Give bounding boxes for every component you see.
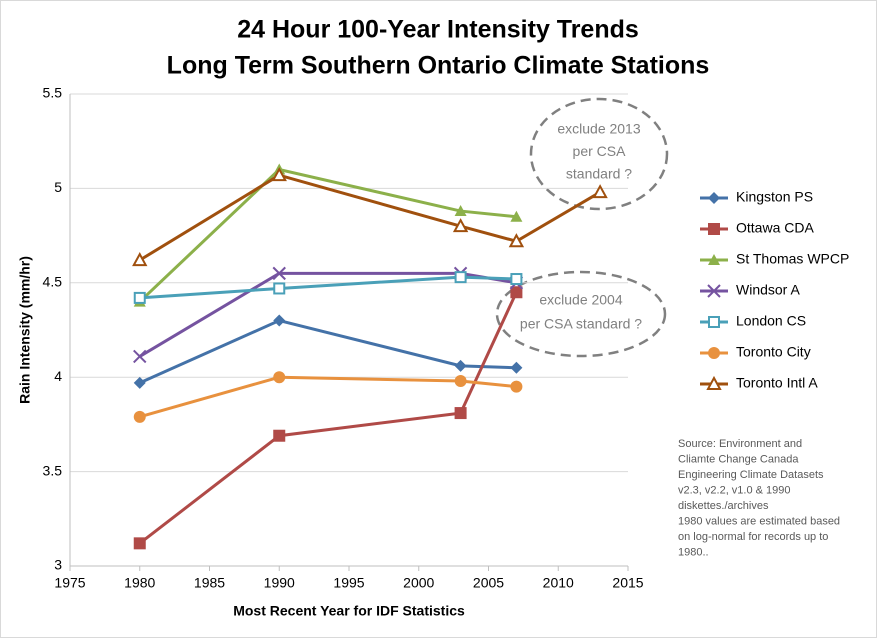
marker (271, 167, 287, 182)
source-note: Source: Environment and (678, 438, 802, 450)
marker (272, 266, 286, 281)
x-tick-label: 1985 (194, 575, 225, 591)
y-axis-label: Rain Intensity (mm/hr) (17, 256, 33, 404)
marker (133, 410, 146, 423)
marker (508, 233, 525, 248)
marker (273, 371, 286, 384)
y-tick-label: 5 (54, 179, 62, 195)
source-note: 1980.. (678, 546, 709, 558)
chart-title: Long Term Southern Ontario Climate Stati… (167, 52, 710, 80)
marker (273, 429, 286, 442)
annotation: standard ? (566, 166, 632, 182)
marker (454, 407, 467, 420)
y-tick-label: 4.5 (43, 274, 63, 290)
legend-label: St Thomas WPCP (736, 251, 849, 267)
marker (510, 273, 523, 286)
marker (708, 192, 720, 204)
y-tick-label: 4 (54, 368, 62, 384)
source-note: v2.3, v2.2, v1.0 & 1990 (678, 484, 791, 496)
source-note: on log-normal for records up to (678, 531, 828, 543)
annotation-ellipse (529, 97, 669, 211)
marker (133, 376, 146, 389)
chart-title: 24 Hour 100-Year Intensity Trends (237, 16, 639, 44)
marker (132, 252, 148, 267)
legend-label: Kingston PS (736, 189, 813, 205)
annotation-ellipse (495, 270, 667, 358)
marker (273, 314, 286, 327)
marker (454, 205, 467, 217)
annotation: exclude 2013 (557, 121, 641, 137)
marker (708, 347, 720, 359)
marker (133, 349, 147, 364)
marker (708, 316, 720, 328)
marker (273, 282, 286, 295)
marker (454, 271, 467, 284)
series-line (139, 275, 517, 300)
x-tick-label: 2015 (612, 575, 643, 591)
legend-label: Ottawa CDA (736, 220, 814, 236)
marker (592, 184, 608, 199)
y-tick-label: 5.5 (43, 85, 63, 101)
annotation: exclude 2004 (539, 292, 623, 308)
marker (454, 374, 467, 387)
y-tick-label: 3.5 (43, 462, 63, 478)
x-tick-label: 2005 (473, 575, 504, 591)
source-note: 1980 values are estimated based (678, 515, 840, 527)
source-note: Engineering Climate Datasets (678, 469, 824, 481)
annotation: per CSA standard ? (520, 316, 642, 332)
legend-label: Toronto Intl A (736, 375, 818, 391)
x-tick-label: 1990 (264, 575, 295, 591)
source-note: diskettes./archives (678, 500, 769, 512)
series-line (139, 318, 517, 385)
x-tick-label: 1975 (54, 575, 85, 591)
x-tick-label: 2010 (543, 575, 574, 591)
marker (706, 375, 722, 390)
marker (708, 223, 720, 235)
annotation: per CSA (573, 143, 627, 159)
marker (708, 254, 720, 265)
marker (707, 284, 721, 298)
marker (133, 291, 146, 304)
marker (510, 286, 523, 299)
y-tick-label: 3 (54, 557, 62, 573)
legend-label: Windsor A (736, 282, 800, 298)
legend-label: Toronto City (736, 344, 811, 360)
series-line (139, 375, 517, 419)
series-line (138, 291, 518, 545)
series-line (138, 167, 517, 303)
x-tick-label: 1980 (124, 575, 155, 591)
source-note: Cliamte Change Canada (678, 453, 799, 465)
legend-label: London CS (736, 313, 806, 329)
marker (454, 359, 467, 372)
x-tick-label: 2000 (403, 575, 434, 591)
marker (452, 218, 469, 233)
marker (133, 537, 146, 550)
marker (510, 210, 523, 222)
marker (510, 380, 523, 393)
marker (510, 361, 523, 374)
x-axis-label: Most Recent Year for IDF Statistics (233, 603, 465, 619)
x-tick-label: 1995 (333, 575, 364, 591)
